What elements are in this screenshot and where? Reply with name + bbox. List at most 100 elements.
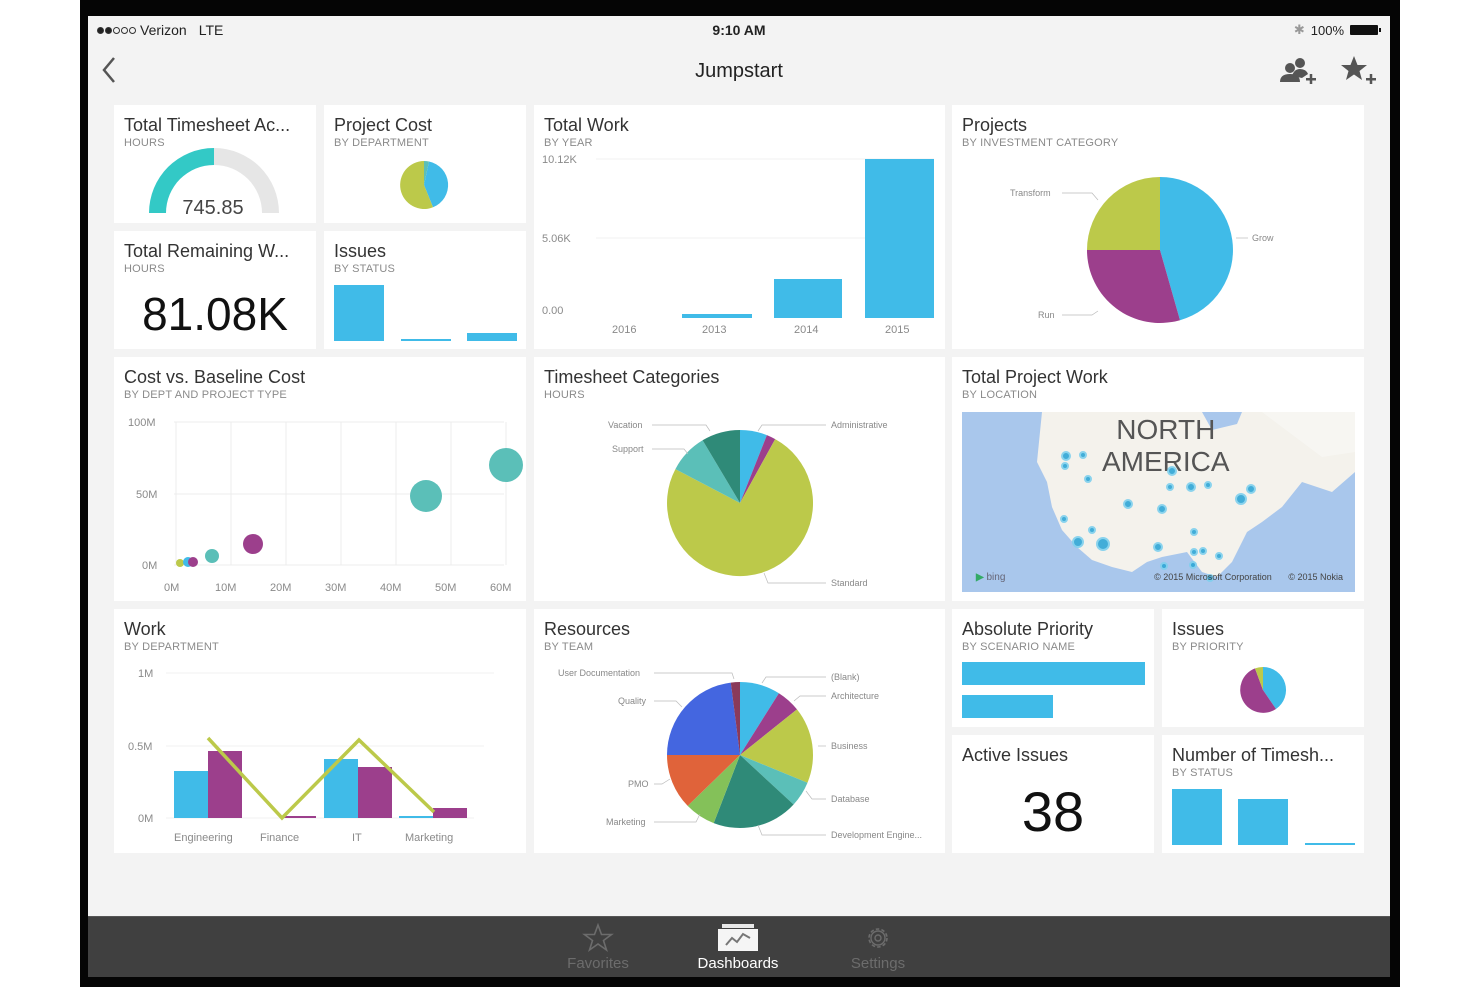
bing-logo: ▶ bing [976,572,1006,583]
tile-subtitle: BY DEPT AND PROJECT TYPE [124,389,287,401]
status-right: ✱ 100% [1293,22,1381,38]
map-location-markers [1060,451,1256,582]
svg-text:0M: 0M [142,560,157,572]
svg-text:Engineering: Engineering [174,832,233,844]
svg-text:0M: 0M [164,582,179,594]
map-view[interactable]: NORTH AMERICA ▶ bing © 2015 [962,412,1355,592]
pie-chart: Vacation Support Administrative Standard [608,420,888,588]
status-bar: Verizon LTE 9:10 AM ✱ 100% [88,16,1390,44]
signal-strength-icon [97,26,136,34]
svg-text:0.5M: 0.5M [128,741,152,753]
tile-issues-by-priority[interactable]: Issues BY PRIORITY [1162,609,1364,727]
back-button[interactable] [96,52,126,88]
svg-text:Database: Database [831,794,870,804]
map-copyright: © 2015 Microsoft Corporation © 2015 Noki… [1154,572,1343,582]
tile-title: Cost vs. Baseline Cost [124,367,306,387]
tile-subtitle: BY INVESTMENT CATEGORY [962,137,1119,149]
svg-text:60M: 60M [490,582,511,594]
tile-subtitle: BY SCENARIO NAME [962,641,1076,653]
tab-settings[interactable]: Settings [818,923,938,972]
tile-subtitle: HOURS [544,389,585,401]
tile-subtitle: BY YEAR [544,137,593,149]
kpi-value: 81.08K [142,288,288,340]
svg-text:Transform: Transform [1010,188,1051,198]
tile-subtitle: BY TEAM [544,641,594,653]
add-people-icon [1280,58,1316,84]
tile-title: Issues [334,241,387,261]
page-title: Jumpstart [695,60,783,82]
tile-total-remaining-work[interactable]: Total Remaining W... HOURS 81.08K [114,231,316,349]
tile-subtitle: BY STATUS [334,263,396,275]
svg-text:1M: 1M [138,668,153,680]
map-region-label: NORTH AMERICA [1102,414,1230,477]
svg-text:2015: 2015 [885,324,909,336]
svg-text:Standard: Standard [831,578,868,588]
dashboard-icon [718,924,758,951]
tile-subtitle: BY PRIORITY [1172,641,1244,653]
bar-chart: 10.12K 5.06K 0.00 2016 2013 2014 2015 [542,154,934,336]
svg-text:PMO: PMO [628,779,649,789]
tile-absolute-priority[interactable]: Absolute Priority BY SCENARIO NAME [952,609,1154,727]
pie-chart: User Documentation Quality PMO Marketing… [558,668,922,840]
tile-total-work[interactable]: Total Work BY YEAR 10.12K 5.06K 0.00 201… [534,105,945,349]
tile-title: Absolute Priority [962,619,1094,639]
svg-text:30M: 30M [325,582,346,594]
gear-icon [868,928,888,948]
svg-text:IT: IT [352,832,362,844]
tile-issues-by-status[interactable]: Issues BY STATUS [324,231,526,349]
share-dashboard-button[interactable] [1278,54,1318,88]
tile-timesheet-categories[interactable]: Timesheet Categories HOURS Vacation Supp… [534,357,945,601]
tile-work-by-department[interactable]: Work BY DEPARTMENT 1M 0.5M 0M Engineerin… [114,609,526,853]
tile-total-timesheet-actual[interactable]: Total Timesheet Ac... HOURS 745.85 [114,105,316,223]
tile-title: Project Cost [334,115,433,135]
tile-number-of-timesheets[interactable]: Number of Timesh... BY STATUS [1162,735,1364,853]
tile-title: Total Timesheet Ac... [124,115,291,135]
svg-text:Grow: Grow [1252,233,1274,243]
tile-resources[interactable]: Resources BY TEAM User Documentation Qua… [534,609,945,853]
tab-label: Settings [850,955,906,972]
tile-title: Issues [1172,619,1225,639]
svg-text:40M: 40M [380,582,401,594]
svg-text:Vacation: Vacation [608,420,642,430]
map-landmass [1037,412,1355,577]
svg-text:Finance: Finance [260,832,299,844]
svg-text:0.00: 0.00 [542,305,563,317]
chevron-left-icon [102,57,115,83]
gauge-value: 745.85 [182,197,244,219]
tile-subtitle: BY DEPARTMENT [334,137,429,149]
svg-text:Support: Support [612,444,644,454]
star-outline-icon [582,923,614,953]
tile-active-issues[interactable]: Active Issues 38 [952,735,1154,853]
tile-title: Total Work [544,115,629,135]
svg-text:20M: 20M [270,582,291,594]
horizontal-bar-chart [962,662,1145,718]
tile-projects[interactable]: Projects BY INVESTMENT CATEGORY Transfor… [952,105,1364,349]
tab-bar: Favorites Dashboards Settings [88,916,1390,977]
tab-label: Favorites [567,955,629,972]
svg-text:50M: 50M [136,489,157,501]
tile-subtitle: BY DEPARTMENT [124,641,219,653]
tile-total-project-work-map[interactable]: Total Project Work BY LOCATION NORTH AME… [952,357,1364,601]
tile-title: Projects [962,115,1028,135]
svg-text:100M: 100M [128,417,156,429]
tab-dashboards[interactable]: Dashboards [678,923,798,972]
tile-title: Active Issues [962,745,1069,765]
tile-title: Timesheet Categories [544,367,720,387]
svg-text:5.06K: 5.06K [542,233,571,245]
svg-text:Quality: Quality [618,696,647,706]
bluetooth-icon: ✱ [1293,22,1305,37]
bar-chart [334,285,517,341]
tile-title: Total Remaining W... [124,241,290,261]
add-favorite-button[interactable] [1340,54,1380,88]
svg-text:Development Engine...: Development Engine... [831,830,922,840]
tile-project-cost[interactable]: Project Cost BY DEPARTMENT [324,105,526,223]
scatter-chart: 100M 50M 0M 0M 10M 20M 30M 40M 50M 60M [128,417,523,594]
nav-actions [1278,54,1380,88]
status-left: Verizon LTE [97,22,223,38]
carrier-name: Verizon [140,22,187,38]
svg-text:2014: 2014 [794,324,818,336]
svg-text:Marketing: Marketing [606,817,646,827]
tile-cost-vs-baseline[interactable]: Cost vs. Baseline Cost BY DEPT AND PROJE… [114,357,526,601]
svg-text:Architecture: Architecture [831,691,879,701]
tab-favorites[interactable]: Favorites [538,923,658,972]
